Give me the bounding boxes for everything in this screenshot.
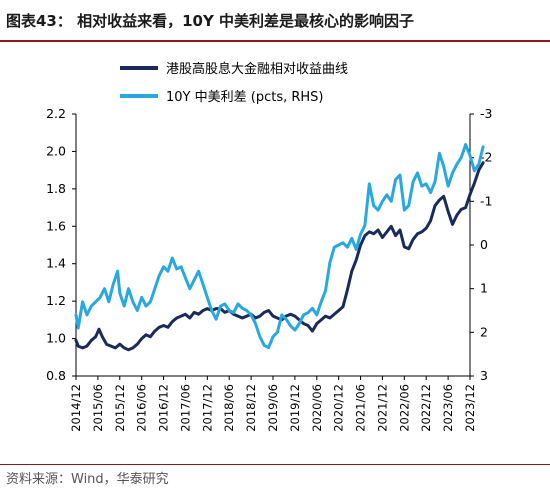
footer-divider bbox=[0, 464, 550, 465]
x-tick-label: 2021/12 bbox=[375, 384, 389, 432]
y-tick-label-left: 1.4 bbox=[46, 256, 66, 271]
x-tick-label: 2014/12 bbox=[69, 384, 83, 432]
y-tick-label-left: 2.2 bbox=[46, 106, 66, 121]
y-tick-label-left: 1.2 bbox=[46, 293, 66, 308]
legend: 港股高股息大金融相对收益曲线 10Y 中美利差 (pcts, RHS) bbox=[120, 61, 348, 105]
x-tick-label: 2015/06 bbox=[91, 384, 105, 432]
source-note: 资料来源：Wind，华泰研究 bbox=[6, 472, 169, 487]
x-tick-label: 2016/06 bbox=[135, 384, 149, 432]
page-title: 图表43： 相对收益来看，10Y 中美利差是最核心的影响因子 bbox=[6, 12, 415, 30]
axes: 0.8 1.0 1.2 1.4 1.6 1.8 2.0 2.2 3 2 1 0 -1 -2 -3 2014/1… bbox=[46, 106, 492, 432]
y-tick-label-right: 3 bbox=[480, 368, 488, 383]
legend-label-primary: 港股高股息大金融相对收益曲线 bbox=[166, 61, 348, 77]
y-tick-label-right: 0 bbox=[480, 237, 488, 252]
y-tick-label-right: 1 bbox=[480, 281, 488, 296]
x-tick-label: 2022/12 bbox=[419, 384, 433, 432]
y-tick-label-right: -3 bbox=[480, 106, 492, 121]
x-tick-label: 2019/06 bbox=[266, 384, 280, 432]
y-tick-label-right: -1 bbox=[480, 193, 492, 208]
x-tick-label: 2020/06 bbox=[310, 384, 324, 432]
y-tick-label-left: 2.0 bbox=[46, 143, 66, 158]
y-tick-label-left: 1.0 bbox=[46, 331, 66, 346]
x-tick-label: 2023/12 bbox=[463, 384, 477, 432]
plot-area bbox=[74, 143, 485, 352]
series-line-primary bbox=[74, 161, 485, 352]
x-tick-label: 2016/12 bbox=[157, 384, 171, 432]
x-tick-label: 2023/06 bbox=[441, 384, 455, 432]
legend-label-secondary: 10Y 中美利差 (pcts, RHS) bbox=[166, 90, 324, 105]
series-line-secondary bbox=[74, 143, 485, 350]
chart: 港股高股息大金融相对收益曲线 10Y 中美利差 (pcts, RHS) 0.8 1… bbox=[46, 61, 492, 432]
y-tick-label-left: 0.8 bbox=[46, 368, 66, 383]
x-tick-label: 2017/12 bbox=[200, 384, 214, 432]
y-tick-label-left: 1.8 bbox=[46, 181, 66, 196]
y-tick-label-right: -2 bbox=[480, 150, 492, 165]
x-tick-label: 2018/12 bbox=[244, 384, 258, 432]
x-tick-label: 2021/06 bbox=[354, 384, 368, 432]
x-tick-label: 2017/06 bbox=[178, 384, 192, 432]
x-tick-label: 2022/06 bbox=[397, 384, 411, 432]
title-bar: 图表43： 相对收益来看，10Y 中美利差是最核心的影响因子 bbox=[0, 0, 550, 44]
y-tick-label-left: 1.6 bbox=[46, 218, 66, 233]
y-tick-label-right: 2 bbox=[480, 324, 488, 339]
x-tick-label: 2015/12 bbox=[113, 384, 127, 432]
title-divider bbox=[0, 40, 550, 42]
x-tick-label: 2019/12 bbox=[288, 384, 302, 432]
x-tick-label: 2018/06 bbox=[222, 384, 236, 432]
x-tick-label: 2020/12 bbox=[332, 384, 346, 432]
